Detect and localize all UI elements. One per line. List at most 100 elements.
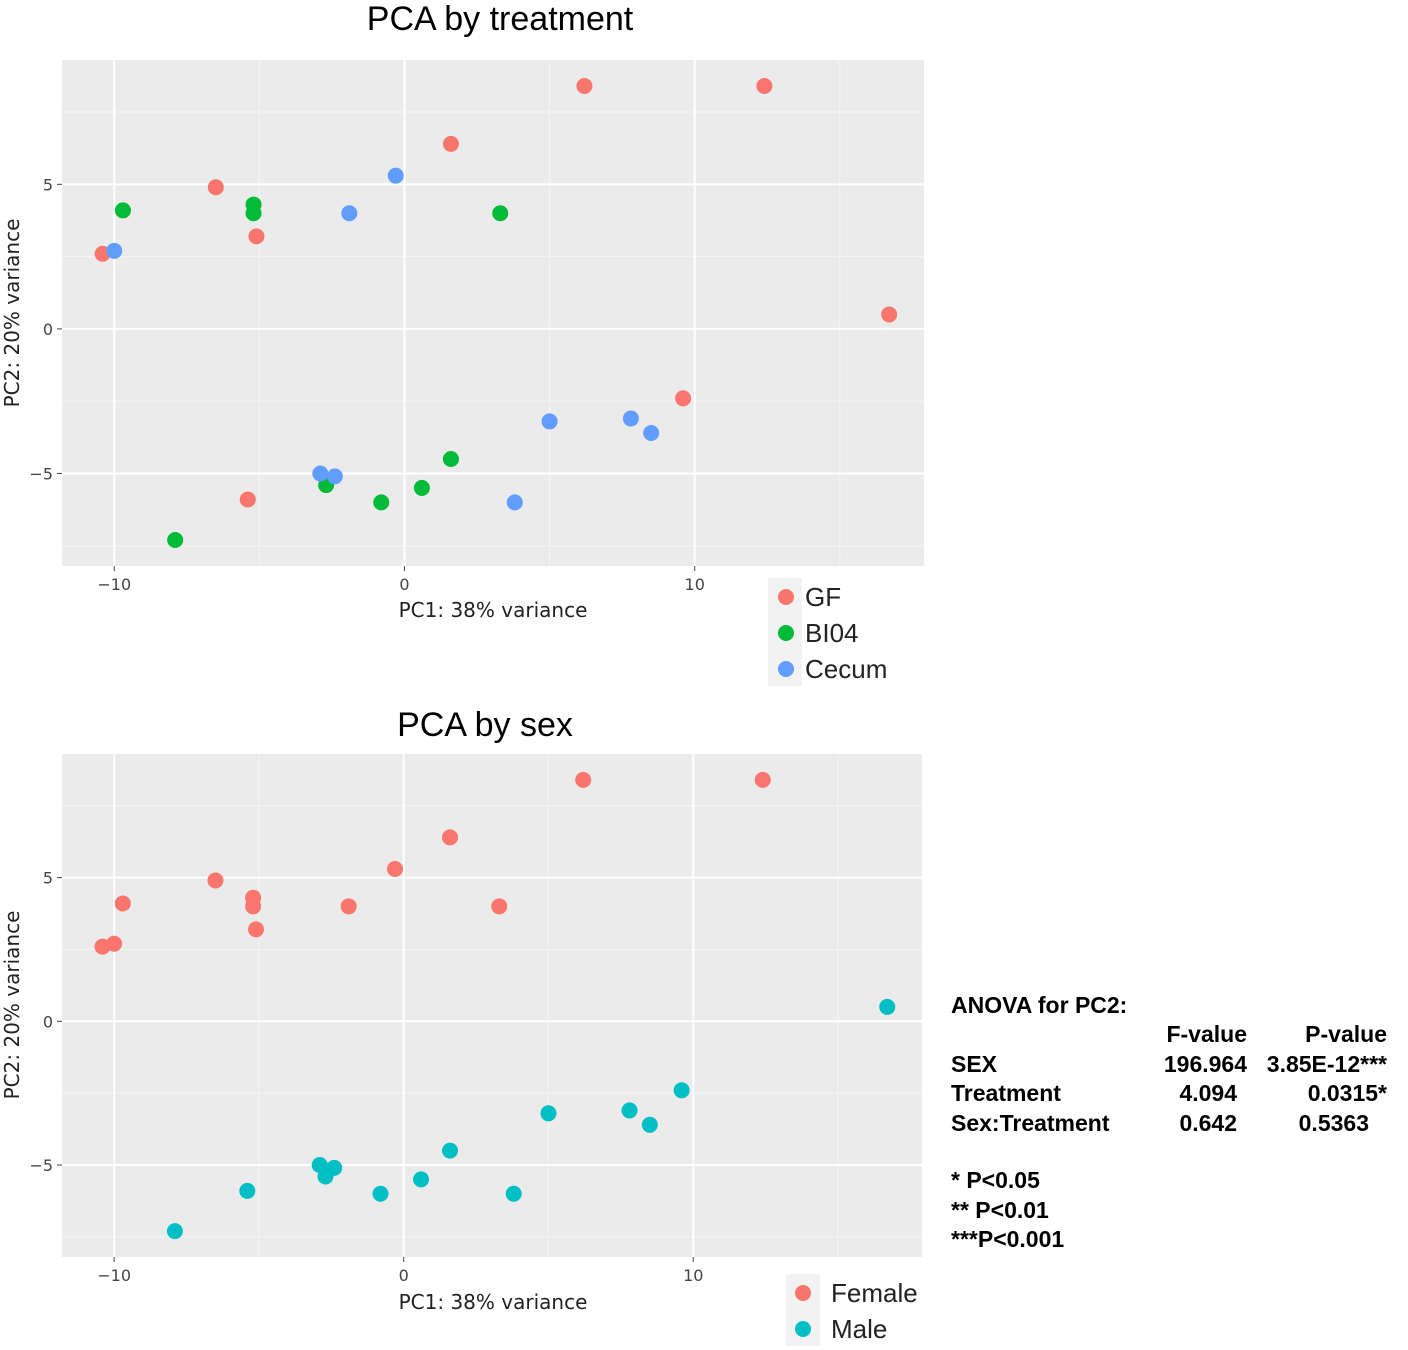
- anova-p-value: 3.85E-12***: [1266, 1050, 1387, 1077]
- x-tick-label: 0: [399, 575, 409, 594]
- anova-header-row: F-value P-value: [951, 1020, 1391, 1050]
- legend: GF BI04 Cecum: [768, 578, 887, 686]
- y-tick-label: 0: [43, 320, 53, 339]
- data-point-male: [621, 1102, 638, 1119]
- data-point-bi04: [492, 205, 509, 222]
- legend-label: Cecum: [805, 654, 887, 684]
- data-point-cecum: [312, 465, 329, 482]
- data-point-gf: [576, 78, 593, 95]
- y-tick-label: −5: [29, 1156, 53, 1175]
- grid: [62, 754, 922, 1257]
- y-tick-label: 0: [43, 1012, 53, 1031]
- data-point-female: [491, 898, 508, 915]
- data-point-gf: [239, 491, 256, 508]
- anova-title: ANOVA for PC2:: [951, 991, 1128, 1018]
- legend-key-female: [795, 1285, 811, 1301]
- anova-header-p: P-value: [1305, 1021, 1387, 1048]
- data-point-male: [505, 1185, 522, 1202]
- legend: Female Male: [786, 1274, 918, 1346]
- data-point-gf: [756, 78, 773, 95]
- data-point-female: [575, 771, 592, 788]
- chart-treatment: PCA by treatment −10 0 10 −5 0 5 PC1: 38% var…: [0, 0, 924, 686]
- data-point-gf: [248, 228, 265, 245]
- x-axis-label: PC1: 38% variance: [399, 1290, 588, 1314]
- significance-note: ** P<0.01: [951, 1196, 1049, 1223]
- data-point-bi04: [167, 531, 184, 548]
- legend-key-cecum: [778, 661, 794, 677]
- legend-key-male: [795, 1321, 811, 1337]
- legend-label: Female: [831, 1278, 918, 1308]
- data-point-cecum: [387, 167, 404, 184]
- anova-term: Treatment: [951, 1080, 1061, 1107]
- data-point-female: [754, 771, 771, 788]
- y-axis-label: PC2: 20% variance: [0, 219, 24, 408]
- plot-panel: [62, 60, 924, 566]
- ticks: −10 0 10 −5 0 5: [29, 869, 703, 1285]
- anova-f-value: 4.094: [1179, 1080, 1237, 1107]
- x-tick-label: 10: [685, 575, 705, 594]
- data-point-bi04: [413, 479, 430, 496]
- anova-term: Sex:Treatment: [951, 1109, 1110, 1136]
- data-point-male: [879, 998, 896, 1015]
- significance-note: * P<0.05: [951, 1167, 1040, 1194]
- legend-key-bi04: [778, 625, 794, 641]
- y-tick-label: 5: [43, 175, 53, 194]
- plot-panel: [62, 754, 922, 1257]
- data-point-cecum: [326, 468, 343, 485]
- data-point-gf: [881, 306, 898, 323]
- data-point-bi04: [442, 451, 459, 468]
- points: [94, 78, 898, 548]
- x-tick-label: 0: [399, 1266, 409, 1285]
- data-point-cecum: [622, 410, 639, 427]
- chart-title: PCA by treatment: [367, 0, 634, 38]
- data-point-male: [442, 1142, 459, 1159]
- data-point-male: [317, 1168, 334, 1185]
- data-point-male: [540, 1105, 557, 1122]
- data-point-gf: [207, 179, 224, 196]
- data-point-female: [340, 898, 357, 915]
- y-tick-label: −5: [29, 464, 53, 483]
- data-point-male: [413, 1171, 430, 1188]
- data-point-male: [641, 1116, 658, 1133]
- data-point-female: [245, 898, 262, 915]
- significance-note: ***P<0.001: [951, 1226, 1065, 1253]
- data-point-cecum: [341, 205, 358, 222]
- x-axis-label: PC1: 38% variance: [399, 598, 588, 622]
- data-point-male: [239, 1182, 256, 1199]
- anova-term: SEX: [951, 1050, 998, 1077]
- legend-key-gf: [778, 589, 794, 605]
- anova-p-value: 0.0315*: [1307, 1080, 1387, 1107]
- data-point-bi04: [114, 202, 131, 219]
- ticks: −10 0 10 −5 0 5: [29, 175, 704, 594]
- legend-label: GF: [805, 582, 841, 612]
- data-point-bi04: [373, 494, 390, 511]
- data-point-cecum: [643, 424, 660, 441]
- legend-label: Male: [831, 1314, 887, 1344]
- data-point-female: [442, 829, 459, 846]
- data-point-female: [114, 895, 131, 912]
- chart-sex: PCA by sex −10 0 10−505 PC1: 38% variance …: [0, 706, 922, 1346]
- points: [94, 771, 896, 1240]
- data-point-male: [166, 1223, 183, 1240]
- anova-header-f: F-value: [1166, 1021, 1247, 1048]
- anova-row: Sex:Treatment 0.642 0.5363: [951, 1109, 1391, 1139]
- data-point-gf: [442, 135, 459, 152]
- anova-row: Treatment 4.094 0.0315*: [951, 1079, 1391, 1109]
- anova-f-value: 0.642: [1179, 1109, 1237, 1136]
- chart-title: PCA by sex: [397, 706, 573, 744]
- y-axis-label: PC2: 20% variance: [0, 911, 24, 1100]
- data-point-cecum: [541, 413, 558, 430]
- anova-f-value: 196.964: [1163, 1050, 1247, 1077]
- x-tick-label: 10: [683, 1266, 703, 1285]
- grid: [62, 60, 924, 566]
- data-point-female: [207, 872, 224, 889]
- data-point-female: [94, 938, 111, 955]
- data-point-bi04: [245, 205, 262, 222]
- data-point-female: [386, 860, 403, 877]
- data-point-gf: [675, 390, 692, 407]
- data-point-cecum: [506, 494, 523, 511]
- y-tick-label: 5: [43, 869, 53, 888]
- data-point-male: [372, 1185, 389, 1202]
- anova-row: SEX 196.964 3.85E-12***: [951, 1050, 1391, 1080]
